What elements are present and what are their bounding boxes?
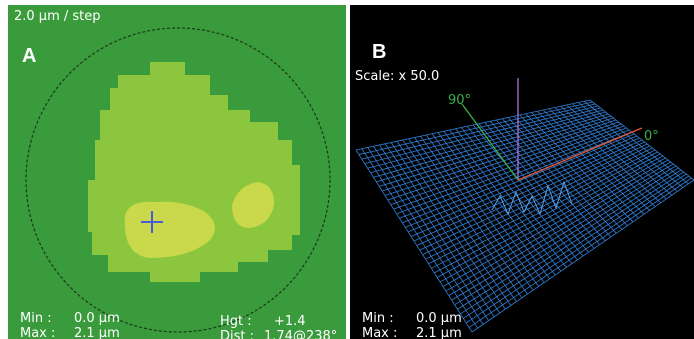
min-label: Min : (20, 311, 52, 326)
mesh-line (465, 175, 690, 324)
mesh-line (507, 117, 617, 234)
panel-b-background (350, 5, 694, 339)
mesh-line (542, 109, 650, 211)
mesh-line (442, 159, 669, 287)
mesh-line (437, 155, 663, 278)
min-value: 0.0 µm (74, 311, 120, 326)
mesh-line (422, 145, 650, 256)
mesh-line (448, 163, 674, 296)
mesh-line (513, 115, 623, 230)
mesh-line (413, 139, 643, 242)
step-label: 2.0 µm / step (14, 9, 101, 24)
panel-b: B Scale: x 50.0 90° 0° Min : 0.0 µm Max … (350, 5, 694, 339)
mesh-line (431, 151, 658, 269)
mesh-line (451, 165, 677, 301)
mesh-line (560, 105, 667, 200)
min-label: Min : (362, 311, 394, 326)
mesh-line (572, 103, 678, 192)
mesh-line (457, 169, 682, 310)
mesh-line (566, 104, 673, 196)
dist-value: 1.74@238° (264, 329, 337, 339)
mesh-line (484, 122, 595, 249)
max-value: 2.1 µm (74, 326, 120, 339)
peak-region (232, 182, 275, 228)
max-label: Max : (20, 326, 55, 339)
crosshair (141, 211, 163, 233)
mesh-line (478, 123, 589, 253)
mesh-line (589, 99, 694, 181)
surface-feature (491, 180, 573, 216)
mesh-line (583, 100, 689, 185)
hgt-value: +1.4 (274, 314, 306, 329)
mesh-line (578, 102, 684, 188)
mesh-line (468, 177, 692, 328)
axis-label: 90° (448, 93, 471, 108)
axis-label: 0° (644, 129, 659, 144)
panel-letter: A (22, 45, 36, 67)
peak-region (124, 201, 215, 258)
mesh-line (537, 110, 645, 215)
dist-label: Dist : (220, 329, 254, 339)
mesh-line (460, 171, 684, 315)
mesh-line (531, 112, 639, 219)
x-axis (517, 127, 643, 181)
panel-letter: B (372, 41, 386, 63)
mesh-line (554, 107, 661, 204)
wireframe-mesh (355, 99, 694, 333)
mesh-line (439, 157, 666, 283)
mesh-line (425, 147, 653, 260)
mesh-line (548, 108, 656, 207)
panel-a: 2.0 µm / step A Min : 0.0 µm Max : 2.1 µ… (8, 5, 346, 339)
mesh-line (496, 119, 606, 242)
mesh-line (490, 120, 600, 245)
mesh-line (525, 113, 634, 223)
mesh-line (434, 153, 661, 274)
mesh-line (501, 118, 612, 238)
min-value: 0.0 µm (416, 311, 462, 326)
hgt-label: Hgt : (220, 314, 252, 329)
mesh-line (471, 179, 694, 333)
mesh-line (445, 161, 671, 292)
mesh-line (416, 141, 645, 246)
mesh-line (519, 114, 628, 226)
scan-circle (25, 27, 331, 333)
max-label: Max : (362, 326, 397, 339)
mesh-line (463, 173, 687, 319)
scale-label: Scale: x 50.0 (355, 69, 439, 84)
mesh-line (419, 143, 648, 251)
y-axis (461, 103, 519, 181)
max-value: 2.1 µm (416, 326, 462, 339)
mesh-line (454, 167, 679, 306)
